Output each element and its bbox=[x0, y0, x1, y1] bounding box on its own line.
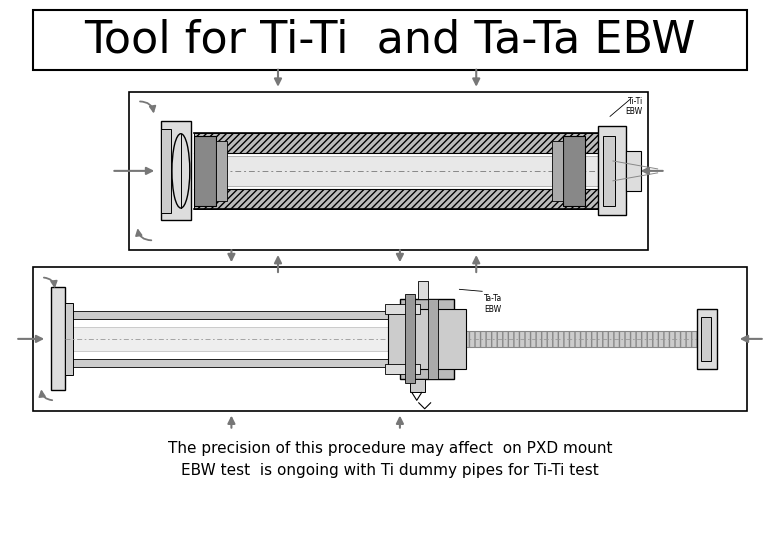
Bar bbox=[457, 331, 697, 347]
Bar bbox=[193, 188, 598, 208]
Text: Tool for Ti-Ti  and Ta-Ta EBW: Tool for Ti-Ti and Ta-Ta EBW bbox=[84, 18, 696, 62]
Bar bbox=[626, 151, 641, 191]
Bar bbox=[34, 267, 746, 411]
Bar bbox=[51, 287, 65, 390]
Bar bbox=[418, 281, 427, 299]
Text: Ta-Ta
EBW: Ta-Ta EBW bbox=[484, 294, 502, 314]
Bar bbox=[193, 156, 598, 186]
Bar bbox=[161, 122, 191, 220]
Bar bbox=[701, 317, 711, 361]
Bar bbox=[385, 304, 420, 314]
Bar bbox=[551, 141, 563, 201]
Bar bbox=[215, 141, 228, 201]
Bar bbox=[427, 299, 438, 379]
Bar bbox=[161, 129, 171, 213]
Bar bbox=[65, 359, 420, 367]
Bar bbox=[193, 133, 598, 153]
Bar bbox=[385, 363, 420, 374]
Bar bbox=[65, 311, 420, 319]
Text: EBW test  is ongoing with Ti dummy pipes for Ti-Ti test: EBW test is ongoing with Ti dummy pipes … bbox=[181, 463, 599, 478]
Bar bbox=[65, 327, 420, 351]
Bar bbox=[563, 136, 585, 206]
Bar bbox=[65, 303, 73, 375]
Bar bbox=[388, 309, 466, 369]
Bar bbox=[405, 294, 415, 383]
Bar bbox=[603, 136, 615, 206]
Bar bbox=[34, 10, 746, 70]
Bar bbox=[697, 309, 717, 369]
Bar bbox=[410, 379, 424, 393]
Text: Ti-Ti
EBW: Ti-Ti EBW bbox=[626, 97, 643, 116]
Bar bbox=[129, 92, 647, 250]
Bar bbox=[400, 299, 455, 379]
Bar bbox=[598, 126, 626, 215]
Bar bbox=[193, 136, 215, 206]
Text: The precision of this procedure may affect  on PXD mount: The precision of this procedure may affe… bbox=[168, 441, 612, 456]
